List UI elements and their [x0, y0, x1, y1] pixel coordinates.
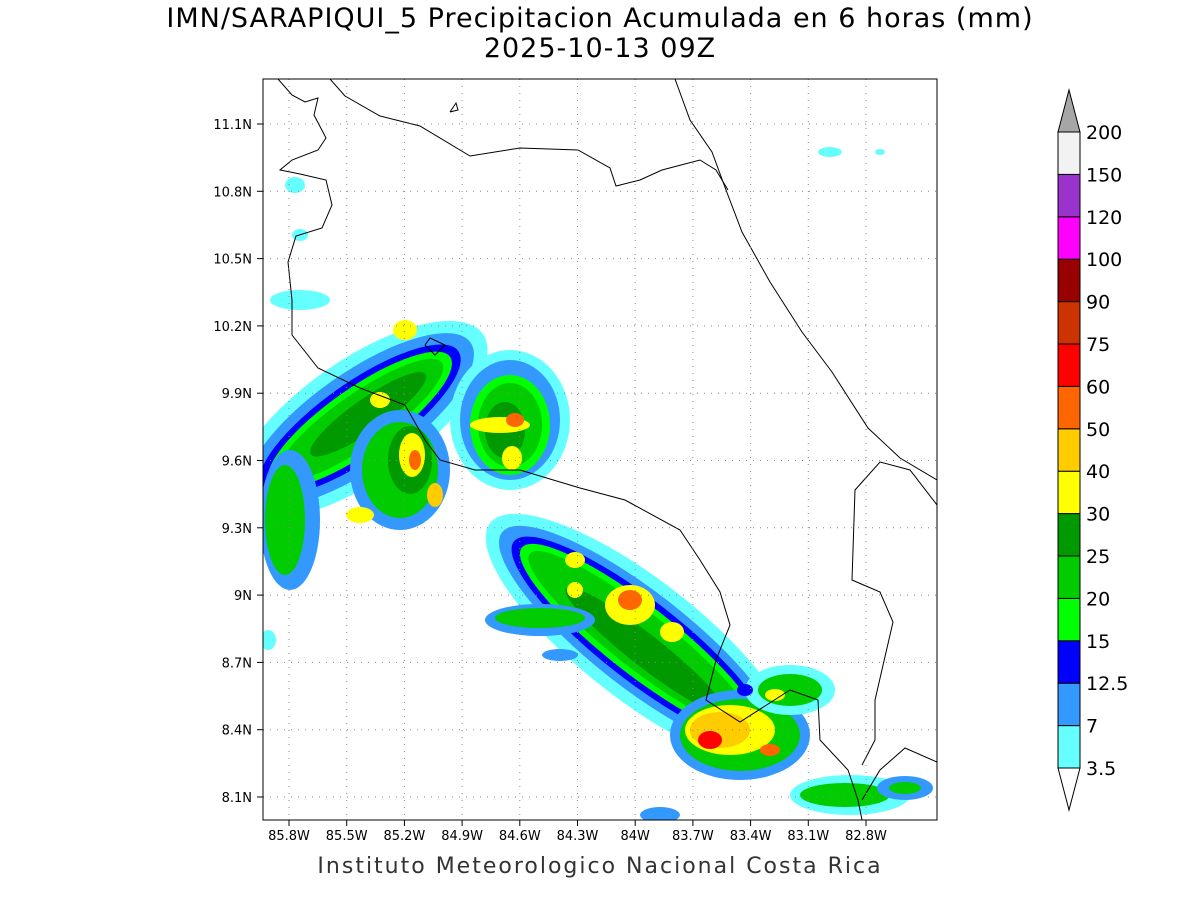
colorbar-swatch [1057, 216, 1081, 260]
longitude-axis: 85.8W 85.5W 85.2W 84.9W 84.6W 84.3W 84W 83.7W 83… [268, 820, 887, 844]
colorbar-label: 60 [1086, 376, 1110, 398]
lat-tick-label: 9.9N [222, 387, 252, 402]
lon-tick-label: 84W [620, 829, 650, 844]
lat-tick-label: 8.7N [222, 656, 252, 671]
colorbar-swatch [1057, 470, 1081, 515]
graticule [263, 79, 937, 820]
coastline [277, 79, 937, 820]
colorbar-label: 75 [1086, 334, 1110, 356]
lon-tick-label: 85.8W [268, 829, 310, 844]
colorbar-label: 15 [1086, 631, 1110, 653]
colorbar-label: 50 [1086, 419, 1110, 441]
colorbar-swatch [1057, 640, 1081, 684]
colorbar-swatch [1057, 131, 1081, 175]
lat-tick-label: 8.1N [222, 791, 252, 806]
colorbar-label: 25 [1086, 546, 1110, 568]
lon-tick-label: 82.8W [845, 829, 887, 844]
lon-tick-label: 83.7W [672, 829, 714, 844]
colorbar-label: 150 [1086, 164, 1122, 186]
lat-tick-label: 8.4N [222, 724, 252, 739]
lat-tick-label: 11.1N [213, 118, 252, 133]
colorbar-swatch [1057, 173, 1081, 218]
precipitation-field [263, 79, 937, 820]
colorbar-over-arrow [1057, 88, 1081, 133]
colorbar-label: 100 [1086, 249, 1122, 271]
colorbar-swatch [1057, 513, 1081, 557]
colorbar-label: 20 [1086, 588, 1110, 610]
colorbar-label: 90 [1086, 292, 1110, 314]
colorbar-label: 40 [1086, 461, 1110, 483]
lon-tick-label: 83.4W [730, 829, 772, 844]
colorbar-swatch [1057, 385, 1081, 430]
colorbar-swatch [1057, 343, 1081, 387]
colorbar-label: 3.5 [1086, 758, 1116, 780]
map-frame [262, 78, 938, 821]
lat-tick-label: 9N [234, 589, 252, 604]
colorbar-under-arrow [1057, 767, 1081, 812]
map-footer-credit: Instituto Meteorologico Nacional Costa R… [317, 854, 883, 879]
colorbar-label: 7 [1086, 716, 1098, 738]
colorbar-swatch [1057, 258, 1081, 303]
lon-tick-label: 84.3W [557, 829, 599, 844]
lat-tick-label: 10.2N [213, 320, 252, 335]
colorbar-swatch [1057, 725, 1081, 769]
colorbar-label: 30 [1086, 504, 1110, 526]
map-subtitle: 2025-10-13 09Z [483, 33, 717, 64]
colorbar-label: 200 [1086, 122, 1122, 144]
colorbar-swatch [1057, 555, 1081, 599]
lat-tick-label: 10.8N [213, 185, 252, 200]
colorbar-swatch [1057, 682, 1081, 727]
lat-tick-label: 9.3N [222, 522, 252, 537]
colorbar-legend: 3.5 7 12.5 15 20 25 30 40 50 60 75 90 100 120 150 200 [1057, 88, 1128, 812]
colorbar-label: 120 [1086, 207, 1122, 229]
lon-tick-label: 83.1W [787, 829, 829, 844]
lon-tick-label: 85.5W [326, 829, 368, 844]
lon-tick-label: 84.9W [441, 829, 483, 844]
colorbar-swatch [1057, 597, 1081, 642]
lon-tick-label: 85.2W [383, 829, 425, 844]
colorbar-swatch [1057, 301, 1081, 345]
latitude-axis: 11.1N 10.8N 10.5N 10.2N 9.9N 9.6N 9.3N 9N 8.7N 8.… [213, 118, 263, 806]
lat-tick-label: 9.6N [222, 455, 252, 470]
colorbar-label: 12.5 [1086, 673, 1128, 695]
colorbar-swatch [1057, 428, 1081, 472]
lon-tick-label: 84.6W [499, 829, 541, 844]
lat-tick-label: 10.5N [213, 253, 252, 268]
map-title: IMN/SARAPIQUI_5 Precipitacion Acumulada … [166, 3, 1034, 34]
